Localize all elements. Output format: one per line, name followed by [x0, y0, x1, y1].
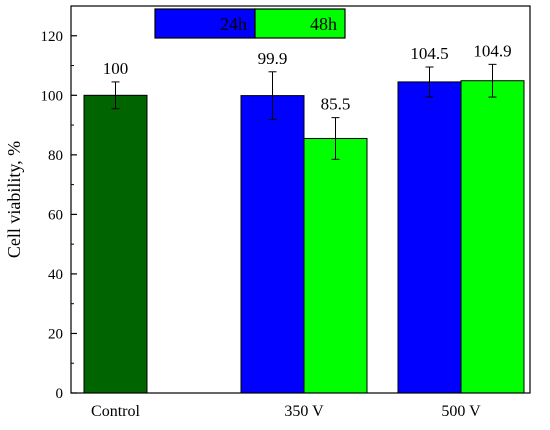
x-tick-label: Control [91, 403, 140, 420]
y-tick-label: 60 [48, 207, 63, 223]
plot-frame [70, 5, 531, 394]
y-tick-label: 100 [41, 88, 64, 104]
legend-swatch-24h [154, 8, 256, 39]
legend-label: 48h [310, 14, 337, 34]
data-label: 85.5 [321, 95, 351, 114]
x-axis-labels: Control 350 V 500 V [91, 403, 481, 420]
data-label: 100 [103, 59, 129, 78]
bar-500-v-24h [397, 81, 462, 394]
bar-350-v-48h [303, 137, 368, 394]
y-tick-label: 0 [56, 386, 64, 402]
y-tick-label: 80 [48, 148, 63, 164]
bar-350-v-24h [240, 95, 305, 394]
legend-label: 24h [220, 14, 247, 34]
bar-control [83, 94, 148, 394]
bar-500-v-48h [460, 80, 525, 394]
y-axis-label: Cell viability, % [4, 141, 24, 258]
y-tick-label: 40 [48, 267, 63, 283]
legend-swatch-48h [254, 8, 346, 39]
data-labels: 100 99.9 85.5 104.5 104.9 [103, 41, 512, 113]
data-label: 104.5 [410, 44, 448, 63]
x-tick-label: 350 V [284, 403, 324, 420]
y-axis-ticks: 0 20 40 60 80 100 120 [41, 29, 77, 402]
data-label: 104.9 [473, 41, 511, 60]
bars [83, 80, 525, 394]
x-tick-label: 500 V [441, 403, 481, 420]
y-tick-label: 20 [48, 326, 63, 342]
error-bars [111, 63, 497, 160]
y-tick-label: 120 [41, 29, 64, 45]
legend: 24h 48h [154, 8, 346, 39]
data-label: 99.9 [258, 49, 288, 68]
